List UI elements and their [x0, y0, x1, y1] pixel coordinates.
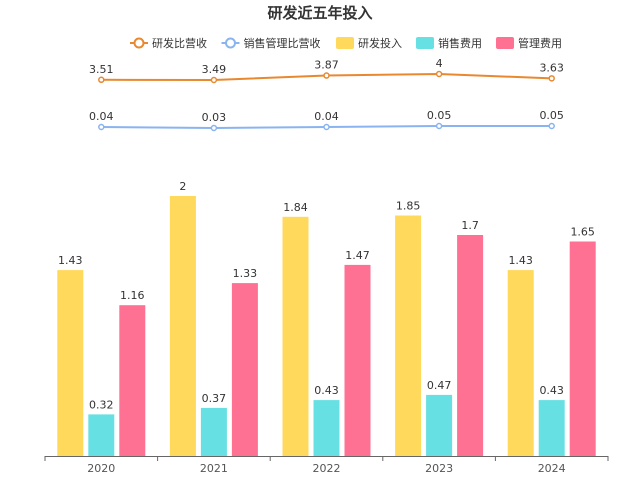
- bar: [344, 264, 371, 456]
- bar-data-label: 1.16: [120, 289, 145, 302]
- bar: [538, 400, 565, 456]
- x-tick-label: 2024: [538, 462, 566, 475]
- bar-data-label: 0.37: [202, 392, 227, 405]
- chart-title: 研发近五年投入: [267, 4, 372, 22]
- bar-data-label: 1.84: [283, 201, 308, 214]
- x-tick-label: 2020: [87, 462, 115, 475]
- bar: [313, 400, 340, 456]
- bar: [457, 235, 484, 456]
- legend-marker-swatch: [133, 37, 145, 49]
- bar-data-label: 1.43: [508, 254, 533, 267]
- legend-bar-swatch: [496, 37, 514, 49]
- legend-item-1: 销售管理比营收: [221, 36, 321, 50]
- legend-item-2: 研发投入: [336, 36, 402, 50]
- x-tick-label: 2023: [425, 462, 453, 475]
- bar: [231, 283, 258, 456]
- legend-bar-swatch: [416, 37, 434, 49]
- bar: [426, 394, 453, 456]
- bar: [169, 196, 196, 456]
- line-data-label: 3.51: [89, 63, 114, 76]
- line-data-label: 3.87: [314, 59, 339, 72]
- bar-data-label: 1.65: [570, 226, 595, 239]
- bar-data-label: 1.7: [461, 219, 479, 232]
- bar-data-label: 1.47: [345, 249, 370, 262]
- line-point: [548, 75, 555, 82]
- bar-data-label: 1.43: [58, 254, 83, 267]
- line-point: [435, 122, 443, 130]
- bar-data-label: 0.43: [539, 384, 564, 397]
- line-point: [98, 123, 105, 131]
- bar-data-label: 0.43: [314, 384, 339, 397]
- line-data-label: 0.03: [202, 111, 227, 124]
- legend-marker-swatch: [225, 37, 236, 49]
- x-tick-label: 2022: [313, 462, 341, 475]
- legend-bar-swatch: [336, 37, 354, 49]
- line-series-1: 0.04 0.03 0.04 0.05 0.05: [89, 109, 564, 132]
- line-data-label: 0.04: [89, 110, 114, 123]
- line-series-group: 3.51 3.49 3.87 4 3.63 0.04 0.03 0.04 0.05 0.05: [89, 57, 564, 132]
- line-point: [210, 124, 218, 132]
- legend-item-0: 研发比营收: [130, 36, 207, 50]
- line-series-0: 3.51 3.49 3.87 4 3.63: [89, 57, 564, 84]
- line-point: [98, 76, 105, 84]
- bar-data-label: 0.32: [89, 398, 114, 411]
- bar-data-label: 2: [179, 180, 186, 193]
- bar-series-group: 1.43 0.32 1.16 2 0.37 1.33 1.84 0.43 1.47 1.85 0.4…: [57, 180, 596, 456]
- bar: [569, 241, 596, 456]
- x-axis: 2020 2021 2022 2023 2024: [44, 456, 609, 475]
- line-data-label: 0.04: [314, 110, 339, 123]
- line-point: [435, 70, 443, 78]
- line-point: [210, 76, 218, 84]
- line-point: [323, 72, 330, 79]
- legend-label: 销售费用: [438, 36, 482, 50]
- x-tick-label: 2021: [200, 462, 228, 475]
- line-data-label: 3.63: [539, 61, 564, 74]
- line-data-label: 0.05: [539, 109, 564, 122]
- legend-label: 销售管理比营收: [244, 36, 321, 50]
- legend-item-4: 管理费用: [496, 36, 562, 50]
- bar: [282, 216, 309, 456]
- bar: [200, 407, 227, 456]
- line-data-label: 3.49: [202, 63, 227, 76]
- line-data-label: 0.05: [427, 109, 452, 122]
- bar: [507, 270, 534, 456]
- bar-data-label: 1.85: [396, 200, 421, 213]
- line-point: [548, 122, 555, 130]
- bar: [395, 215, 422, 456]
- bar-data-label: 1.33: [233, 267, 258, 280]
- bar: [57, 270, 84, 456]
- legend-label: 研发投入: [358, 36, 402, 50]
- line-point: [323, 123, 330, 131]
- bar: [88, 414, 115, 456]
- legend: 研发比营收 销售管理比营收 研发投入 销售费用 管理费用: [130, 36, 562, 50]
- bar-data-label: 0.47: [427, 379, 452, 392]
- legend-label: 管理费用: [518, 36, 562, 50]
- legend-label: 研发比营收: [152, 36, 207, 50]
- bar: [119, 305, 146, 456]
- line-data-label: 4: [436, 57, 443, 70]
- legend-item-3: 销售费用: [416, 36, 482, 50]
